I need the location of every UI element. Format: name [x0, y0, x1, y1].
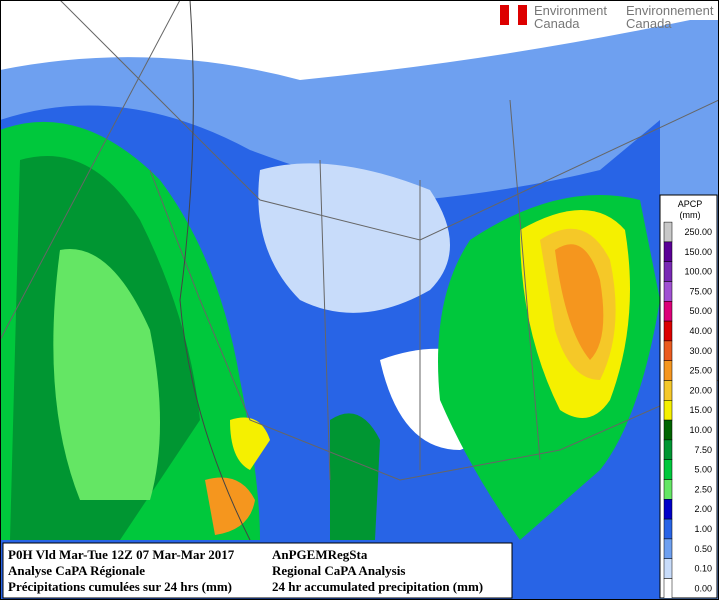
legend-swatch	[663, 281, 673, 302]
legend-swatch	[663, 419, 673, 441]
legend-label: 2.00	[694, 504, 712, 514]
legend: APCP (mm) 250.00 150.00 100.00 75.00 50.00 40…	[659, 194, 718, 599]
info-text: P0H Vld Mar-Tue 12Z 07 Mar-Mar 2017	[8, 547, 235, 562]
legend-swatch	[663, 538, 673, 559]
legend-label: 40.00	[689, 326, 712, 336]
legend-swatch	[663, 221, 673, 243]
legend-swatch	[663, 241, 673, 262]
legend-unit: (mm)	[680, 210, 701, 220]
legend-label: 100.00	[684, 267, 712, 277]
info-text: Regional CaPA Analysis	[272, 563, 405, 578]
legend-swatch	[663, 578, 673, 599]
legend-label: 10.00	[689, 425, 712, 435]
legend-swatch	[663, 479, 673, 500]
legend-label: 250.00	[684, 227, 712, 237]
flag-bar	[500, 5, 509, 25]
legend-label: 2.50	[694, 484, 712, 494]
legend-label: 50.00	[689, 306, 712, 316]
legend-swatch	[663, 459, 673, 480]
flag-bar	[518, 5, 527, 25]
info-text: Analyse CaPA Régionale	[8, 563, 145, 578]
legend-label: 0.10	[694, 564, 712, 574]
legend-swatch	[663, 261, 673, 282]
legend-label: 30.00	[689, 346, 712, 356]
logo: Environment Canada Environnement Canada	[500, 3, 714, 31]
legend-label: 0.00	[694, 583, 712, 593]
info-text: 24 hr accumulated precipitation (mm)	[272, 579, 483, 594]
legend-swatch	[663, 380, 673, 401]
legend-label: 5.00	[694, 465, 712, 475]
legend-label: 150.00	[684, 247, 712, 257]
legend-label: 7.50	[694, 445, 712, 455]
legend-swatch	[663, 499, 673, 520]
legend-swatch	[663, 320, 673, 342]
legend-label: 75.00	[689, 286, 712, 296]
map-borders	[0, 0, 719, 541]
legend-swatch	[663, 360, 673, 381]
legend-title: APCP	[678, 199, 703, 209]
legend-swatch	[663, 518, 673, 540]
logo-text: Canada	[626, 16, 672, 31]
logo-text: Environment	[534, 3, 607, 18]
precipitation-field	[0, 20, 719, 600]
logo-text: Canada	[534, 16, 580, 31]
legend-swatch	[663, 400, 673, 421]
legend-label: 25.00	[689, 366, 712, 376]
legend-label: 15.00	[689, 405, 712, 415]
info-frame	[2, 542, 513, 599]
info-text: AnPGEMRegSta	[272, 547, 368, 562]
legend-label: 1.00	[694, 524, 712, 534]
info-box: P0H Vld Mar-Tue 12Z 07 Mar-Mar 2017 Anal…	[2, 542, 513, 599]
logo-text: Environnement	[626, 3, 714, 18]
legend-label: 20.00	[689, 385, 712, 395]
info-text: Précipitations cumulées sur 24 hrs (mm)	[8, 579, 232, 594]
legend-swatch	[663, 558, 673, 579]
legend-swatch	[663, 340, 673, 361]
legend-swatch	[663, 301, 673, 322]
legend-swatch	[663, 439, 673, 460]
legend-label: 0.50	[694, 544, 712, 554]
